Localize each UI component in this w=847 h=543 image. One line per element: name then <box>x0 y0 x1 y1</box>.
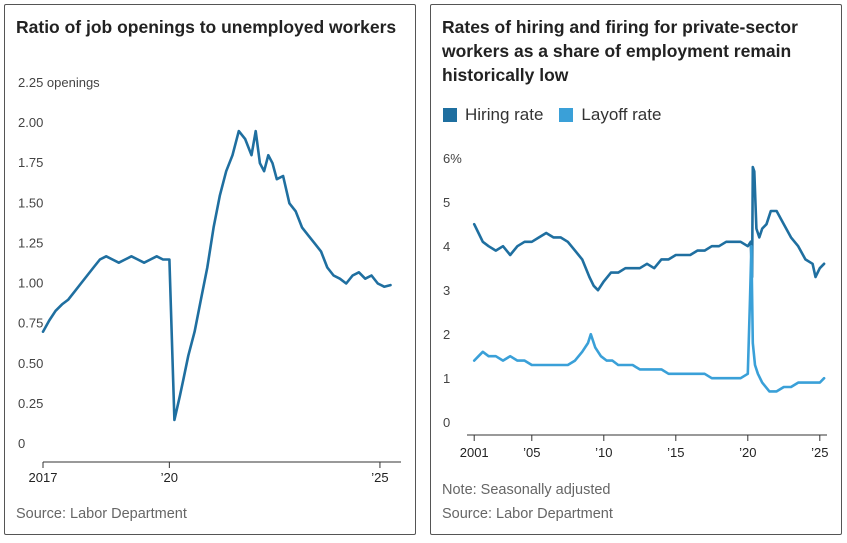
y-tick-label: 0.50 <box>18 356 43 371</box>
y-tick-label: 0.75 <box>18 316 43 331</box>
series-line-layoff-rate <box>472 244 826 393</box>
legend: Hiring rate Layoff rate <box>443 105 677 125</box>
plot-area <box>41 129 392 422</box>
y-tick-label: 5 <box>443 195 450 210</box>
plot-area <box>472 165 826 393</box>
chart-title: Rates of hiring and firing for private-s… <box>442 17 798 85</box>
seasonal-note: Note: Seasonally adjusted <box>442 482 611 498</box>
y-tick-label: 2.00 <box>18 115 43 130</box>
y-tick-label: 1.50 <box>18 195 43 210</box>
legend-label-layoff: Layoff rate <box>581 105 662 124</box>
hiring-rate-swatch <box>443 108 457 122</box>
ratio-chart: 0 0.25 0.50 0.75 1.00 1.25 1.50 1.75 2.00 2.25 op… <box>18 75 401 485</box>
x-axis: 2001 ’05 ’10 ’15 ’20 ’25 <box>460 434 828 460</box>
y-tick-label: 4 <box>443 239 450 254</box>
y-tick-label: 0.25 <box>18 396 43 411</box>
y-tick-label: 1.00 <box>18 276 43 291</box>
x-tick-label: ’10 <box>595 445 612 460</box>
rates-chart: 0 1 2 3 4 5 6% 2001 ’05 ’10 ’15 ’20 ’25 <box>443 151 828 460</box>
y-tick-label: 1.25 <box>18 235 43 250</box>
y-axis: 0 1 2 3 4 5 6% <box>443 151 462 430</box>
y-tick-label: 1.75 <box>18 155 43 170</box>
x-tick-label: ’15 <box>667 445 684 460</box>
y-tick-label: 2.25 openings <box>18 75 100 90</box>
x-tick-label: ’05 <box>523 445 540 460</box>
x-tick-label: ’25 <box>811 445 828 460</box>
x-tick-label: 2001 <box>460 445 489 460</box>
y-tick-label: 2 <box>443 327 450 342</box>
series-line-hiring-rate <box>472 165 826 292</box>
x-tick-label: 2017 <box>29 470 58 485</box>
y-tick-label: 0 <box>443 415 450 430</box>
chart-panel-hiring-layoff-rates: Rates of hiring and firing for private-s… <box>430 4 842 535</box>
chart-title: Ratio of job openings to unemployed work… <box>16 17 397 37</box>
x-tick-label: ’20 <box>161 470 178 485</box>
legend-label-hiring: Hiring rate <box>465 105 544 124</box>
x-tick-label: ’25 <box>371 470 388 485</box>
y-tick-label: 0 <box>18 436 25 451</box>
series-line-job-openings-per-unemployed-worker <box>41 129 392 422</box>
y-tick-label: 1 <box>443 371 450 386</box>
layoff-rate-swatch <box>559 108 574 122</box>
y-tick-label: 6% <box>443 151 462 166</box>
y-tick-label: 3 <box>443 283 450 298</box>
x-axis: 2017 ’20 ’25 <box>29 461 401 485</box>
source-note: Source: Labor Department <box>16 506 187 522</box>
y-axis: 0 0.25 0.50 0.75 1.00 1.25 1.50 1.75 2.00 2.25 op… <box>18 75 100 451</box>
x-tick-label: ’20 <box>739 445 756 460</box>
chart-panel-job-openings-ratio: Ratio of job openings to unemployed work… <box>4 4 416 535</box>
source-note: Source: Labor Department <box>442 506 613 522</box>
